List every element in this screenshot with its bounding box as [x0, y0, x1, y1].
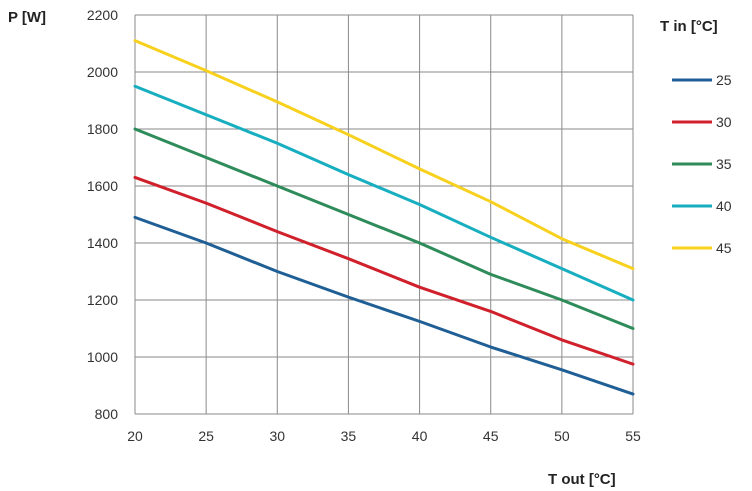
- legend-label-30: 30: [716, 114, 732, 130]
- y-axis-ticks: 800 1000 1200 1400 1600 1800 2000 2200: [87, 7, 118, 422]
- y-tick-label: 1800: [87, 121, 118, 137]
- y-tick-label: 1000: [87, 349, 118, 365]
- x-tick-label: 50: [554, 428, 570, 444]
- y-tick-label: 800: [95, 406, 119, 422]
- grid: [134, 14, 634, 415]
- y-axis-title: P [W]: [8, 9, 46, 26]
- x-tick-label: 30: [269, 428, 285, 444]
- y-tick-label: 2000: [87, 64, 118, 80]
- legend-label-25: 25: [716, 72, 732, 88]
- series-line-30: [133, 175, 635, 366]
- series-line-25: [133, 215, 635, 396]
- legend-label-40: 40: [716, 198, 732, 214]
- x-axis-ticks: 20 25 30 35 40 45 50 55: [127, 428, 641, 444]
- y-tick-label: 1200: [87, 292, 118, 308]
- legend-title: T in [°C]: [660, 18, 718, 35]
- series-lines: [133, 39, 635, 396]
- series-line-35: [133, 127, 635, 330]
- y-tick-label: 1400: [87, 235, 118, 251]
- legend: 25 30 35 40 45: [672, 72, 732, 256]
- legend-label-35: 35: [716, 156, 732, 172]
- x-axis-title: T out [°C]: [548, 471, 616, 488]
- x-tick-label: 45: [483, 428, 499, 444]
- y-tick-label: 2200: [87, 7, 118, 23]
- x-tick-label: 55: [625, 428, 641, 444]
- x-tick-label: 40: [412, 428, 428, 444]
- y-tick-label: 1600: [87, 178, 118, 194]
- legend-label-45: 45: [716, 240, 732, 256]
- x-tick-label: 35: [341, 428, 357, 444]
- series-line-45: [133, 39, 635, 271]
- series-line-40: [133, 84, 635, 302]
- x-tick-label: 20: [127, 428, 143, 444]
- x-tick-label: 25: [198, 428, 214, 444]
